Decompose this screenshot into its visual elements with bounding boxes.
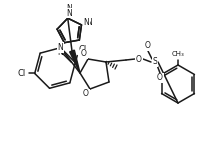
Text: N: N: [66, 4, 72, 13]
Text: N: N: [84, 18, 89, 27]
Text: O: O: [136, 54, 142, 64]
Text: O: O: [81, 49, 87, 59]
Text: S: S: [153, 58, 157, 66]
Text: O: O: [145, 41, 151, 51]
Text: N: N: [57, 43, 63, 52]
Text: N: N: [57, 48, 63, 57]
Text: O: O: [157, 73, 163, 82]
Text: O: O: [145, 41, 151, 51]
Text: Cl: Cl: [78, 45, 87, 54]
Text: N: N: [87, 18, 92, 27]
Text: S: S: [152, 58, 158, 66]
Text: O: O: [81, 49, 87, 59]
Text: Cl: Cl: [18, 69, 26, 78]
Text: N: N: [66, 9, 72, 18]
Text: O: O: [157, 73, 163, 82]
Text: O: O: [136, 54, 142, 64]
Text: O: O: [83, 89, 89, 99]
Text: O: O: [83, 89, 89, 99]
Text: CH₃: CH₃: [172, 51, 184, 57]
Polygon shape: [70, 50, 80, 73]
